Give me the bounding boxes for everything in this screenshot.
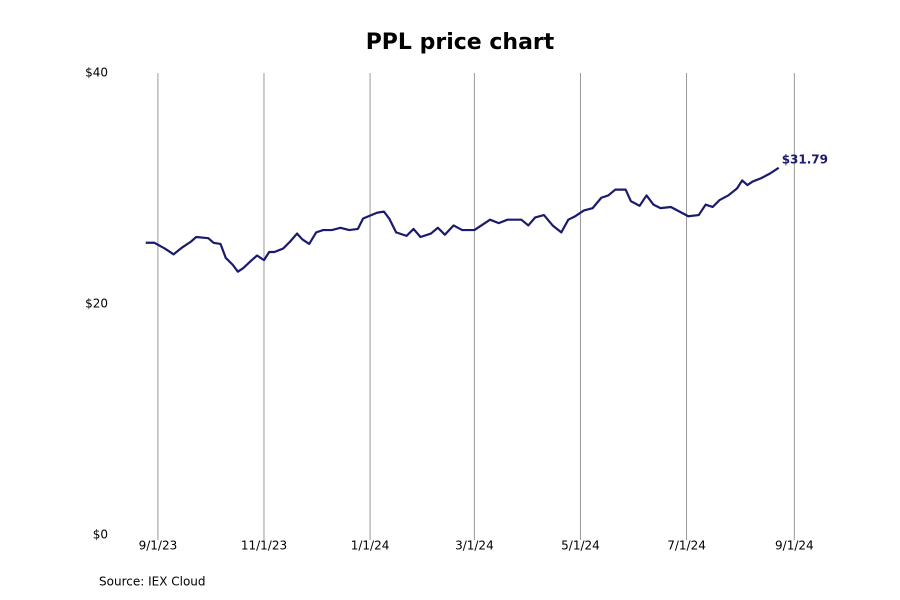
last-value-label: $31.79: [782, 152, 828, 166]
x-tick-label: 9/1/23: [139, 539, 178, 553]
y-tick-label: $20: [85, 297, 108, 311]
y-tick-label: $40: [85, 66, 108, 80]
x-tick-label: 7/1/24: [667, 539, 706, 553]
x-tick-label: 3/1/24: [455, 539, 494, 553]
x-tick-label: 1/1/24: [351, 539, 390, 553]
x-tick-label: 5/1/24: [561, 539, 600, 553]
chart-title: PPL price chart: [366, 30, 555, 55]
price-line: [145, 166, 780, 273]
source-note: Source: IEX Cloud: [99, 575, 206, 589]
x-tick-label: 9/1/24: [775, 539, 814, 553]
y-tick-label: $0: [93, 528, 108, 542]
x-tick-label: 11/1/23: [241, 539, 287, 553]
